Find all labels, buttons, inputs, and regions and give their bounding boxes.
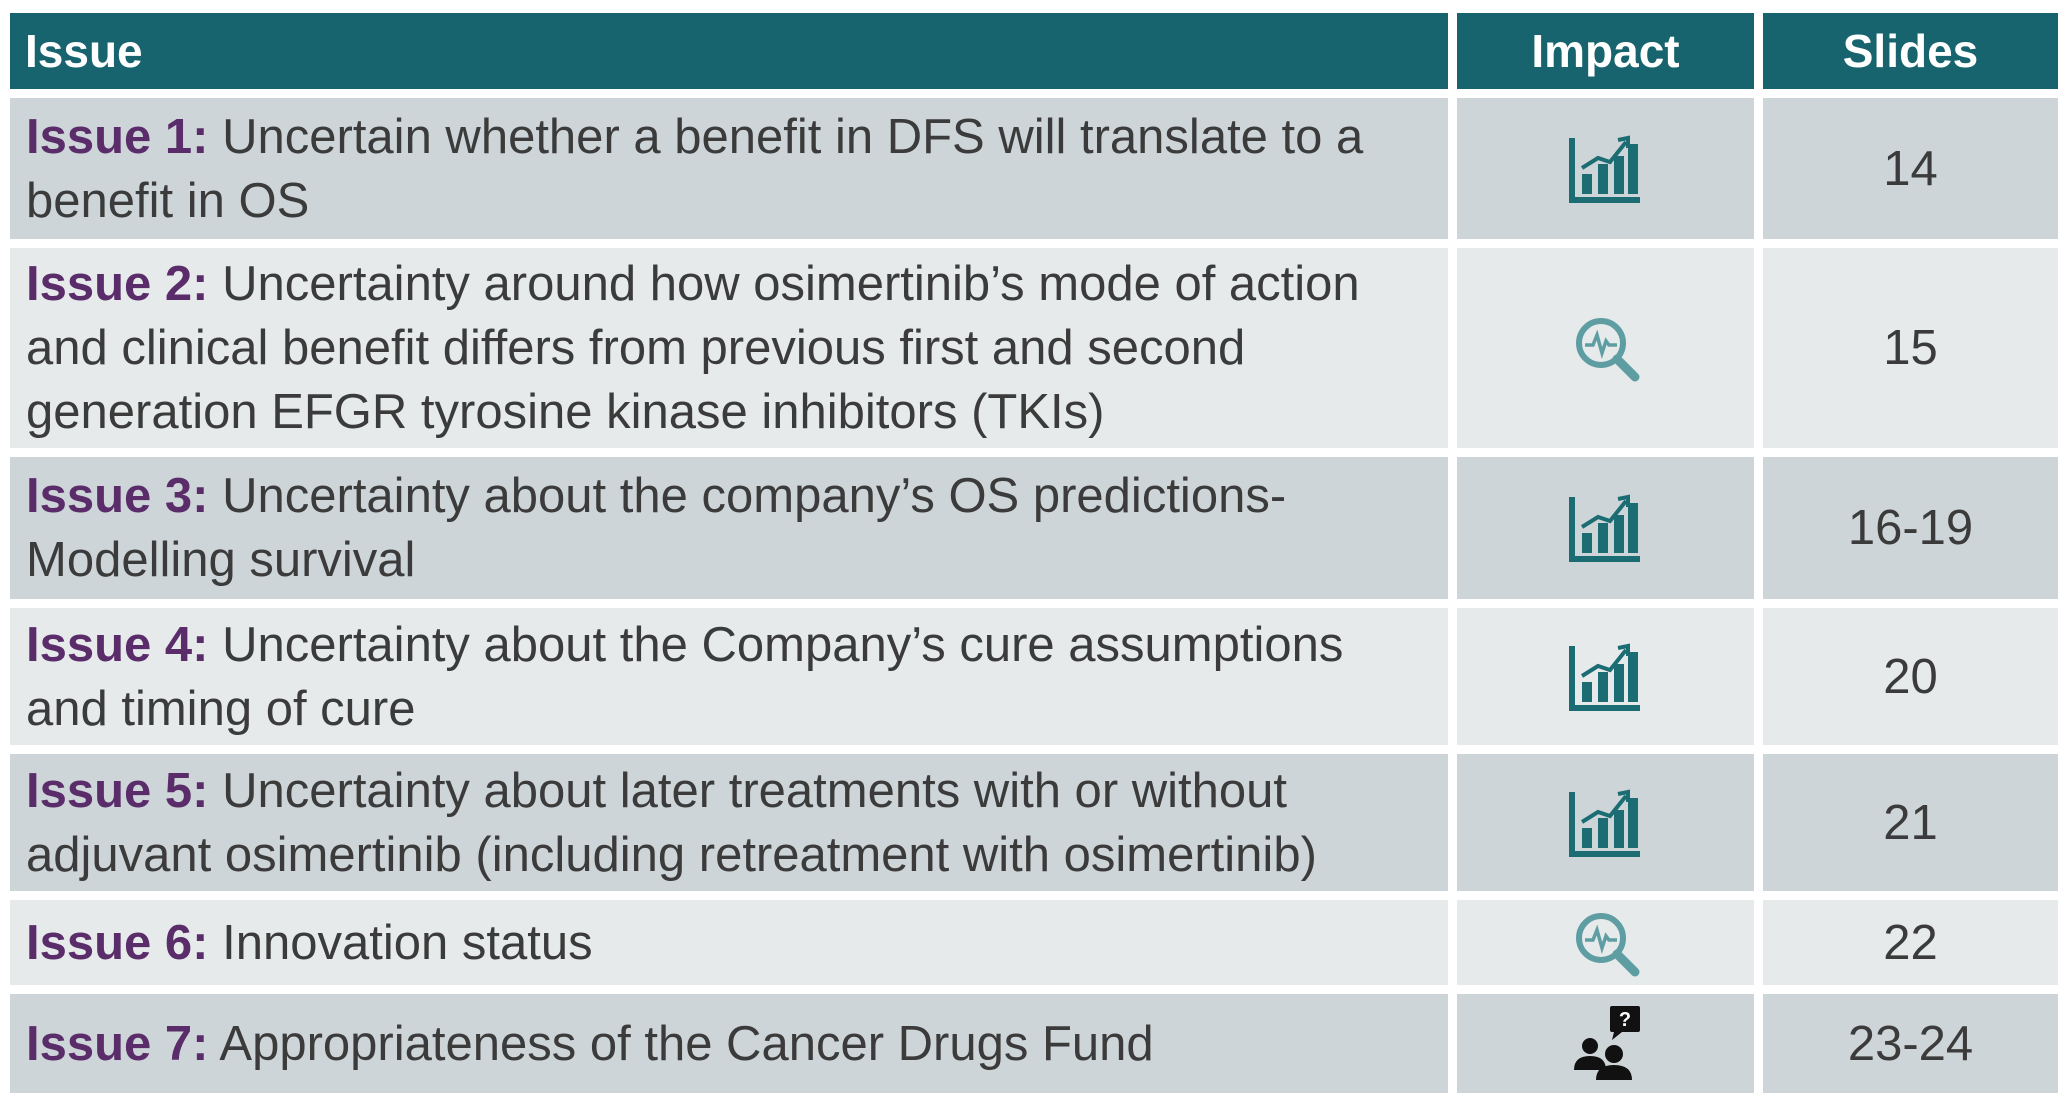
slides-cell: 22: [1763, 900, 2058, 985]
issue-text: Uncertain whether a benefit in DFS will …: [26, 109, 1364, 228]
issue-label: Issue 3:: [26, 469, 209, 523]
issue-cell: Issue 2: Uncertainty around how osimerti…: [10, 248, 1448, 448]
header-cell: Slides: [1763, 13, 2058, 89]
chart-icon: [1568, 642, 1644, 712]
search-icon: [1571, 313, 1641, 383]
issue-cell: Issue 5: Uncertainty about later treatme…: [10, 754, 1448, 891]
issues-table: Issue Impact Slides Issue 1: Uncertain w…: [10, 13, 2058, 1093]
header-cell: Issue: [10, 13, 1448, 89]
impact-cell: [1457, 98, 1754, 239]
issue-cell: Issue 4: Uncertainty about the Company’s…: [10, 608, 1448, 745]
issue-label: Issue 1:: [26, 109, 209, 164]
slides-cell: 23-24: [1763, 994, 2058, 1093]
issue-label: Issue 5:: [26, 763, 209, 818]
issue-cell: Issue 6: Innovation status: [10, 900, 1448, 985]
issue-text: Uncertainty around how osimertinib’s mod…: [26, 257, 1360, 439]
issue-text: Innovation status: [222, 915, 593, 970]
impact-cell: [1457, 754, 1754, 891]
issue-text: Uncertainty about the Company’s cure ass…: [26, 617, 1344, 736]
issue-label: Issue 2:: [26, 257, 209, 311]
issue-cell: Issue 1: Uncertain whether a benefit in …: [10, 98, 1448, 239]
impact-cell: [1457, 457, 1754, 599]
issue-text: Appropriateness of the Cancer Drugs Fund: [219, 1016, 1154, 1071]
search-icon: [1571, 908, 1641, 978]
chart-icon: [1568, 493, 1644, 563]
impact-cell: [1457, 248, 1754, 448]
chart-icon: [1568, 788, 1644, 858]
impact-cell: [1457, 608, 1754, 745]
issue-label: Issue 4:: [26, 617, 209, 672]
slides-cell: 15: [1763, 248, 2058, 448]
issue-cell: Issue 7: Appropriateness of the Cancer D…: [10, 994, 1448, 1093]
impact-cell: [1457, 994, 1754, 1093]
people-icon: [1573, 1005, 1640, 1080]
issue-cell: Issue 3: Uncertainty about the company’s…: [10, 457, 1448, 599]
slides-cell: 16-19: [1763, 457, 2058, 599]
issue-text: Uncertainty about later treatments with …: [26, 763, 1317, 882]
issue-label: Issue 7:: [26, 1016, 209, 1071]
chart-icon: [1568, 134, 1644, 204]
slides-cell: 20: [1763, 608, 2058, 745]
slides-cell: 14: [1763, 98, 2058, 239]
impact-cell: [1457, 900, 1754, 985]
header-cell: Impact: [1457, 13, 1754, 89]
issue-label: Issue 6:: [26, 915, 209, 970]
slides-cell: 21: [1763, 754, 2058, 891]
issue-text: Uncertainty about the company’s OS predi…: [26, 469, 1287, 587]
